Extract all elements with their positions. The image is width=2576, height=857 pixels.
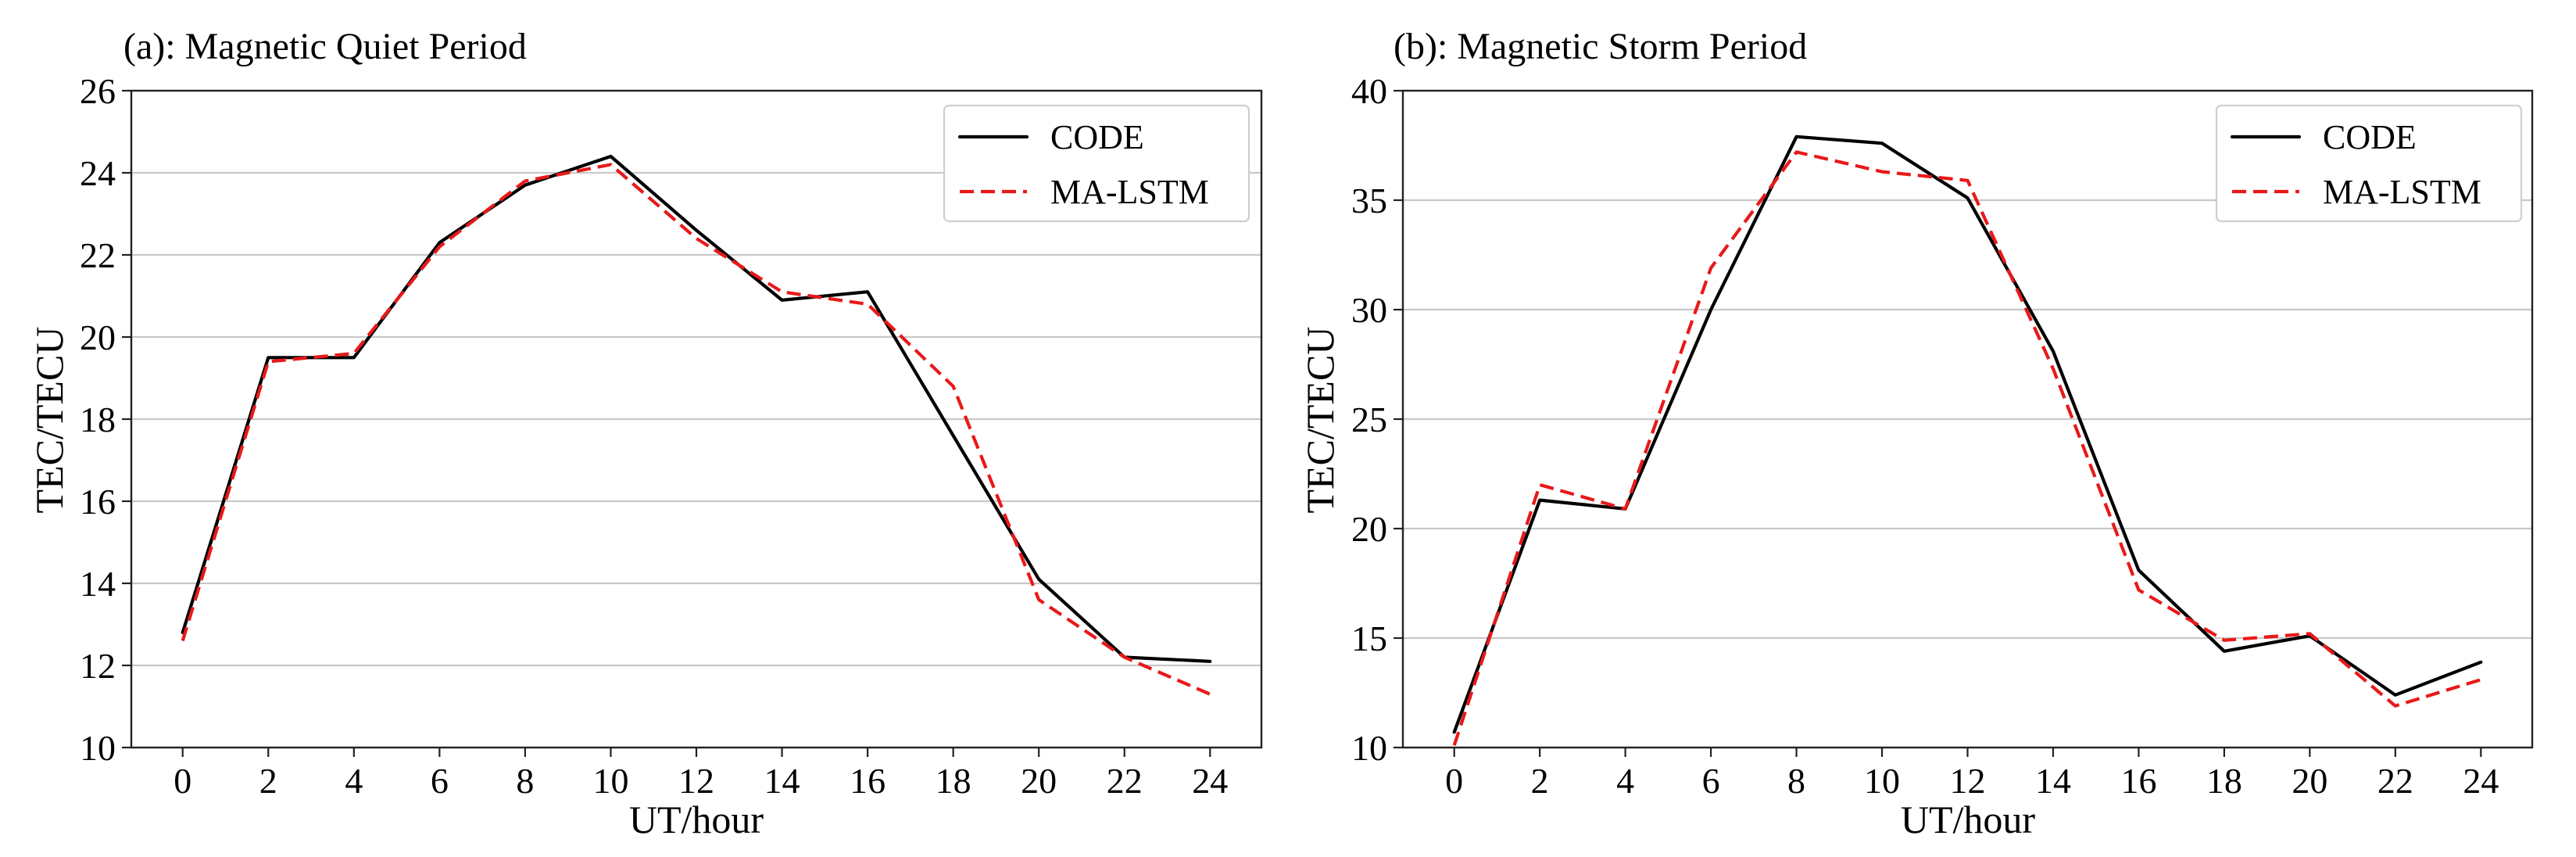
y-tick-label: 24 [80,153,116,193]
x-tick-label: 24 [2463,761,2499,801]
x-tick-label: 8 [516,761,534,801]
x-tick-label: 6 [431,761,449,801]
legend-label: MA-LSTM [2323,173,2481,211]
x-tick-label: 4 [345,761,363,801]
x-tick-label: 10 [1864,761,1900,801]
x-tick-label: 12 [678,761,714,801]
x-tick-label: 20 [1021,761,1057,801]
legend-box [943,104,1250,223]
y-tick-label: 12 [80,646,116,686]
x-tick-label: 14 [764,761,800,801]
y-axis-label: TEC/TECU [1298,327,1342,514]
panel-storm-period: (b): Magnetic Storm Period UT/hour TEC/T… [1298,26,2534,841]
legend: CODE MA-LSTM [943,104,1250,223]
x-tick-label: 22 [1107,761,1143,801]
series-line-code [1452,134,2483,734]
y-tick-label: 40 [1351,71,1387,111]
x-tick-label: 0 [1445,761,1463,801]
panel-title: (b): Magnetic Storm Period [1394,26,1807,67]
x-axis-label: UT/hour [629,798,764,841]
x-tick-label: 0 [174,761,191,801]
plot-frame [130,89,1263,749]
x-tick-label: 2 [1531,761,1549,801]
y-tick-label: 14 [80,564,116,604]
y-tick-label: 35 [1351,181,1387,221]
x-tick-label: 22 [2377,761,2413,801]
y-tick-label: 22 [80,235,116,275]
y-tick-label: 16 [80,482,116,522]
x-tick-label: 16 [2120,761,2156,801]
x-axis-label: UT/hour [1901,798,2036,841]
panel-quiet-period: (a): Magnetic Quiet Period UT/hour TEC/T… [27,26,1263,841]
x-tick-label: 12 [1950,761,1986,801]
x-tick-label: 18 [2206,761,2242,801]
series-line-code [181,154,1212,663]
y-tick-label: 18 [80,400,116,439]
x-tick-label: 8 [1787,761,1805,801]
y-axis-label: TEC/TECU [27,327,71,514]
legend-label: CODE [1050,118,1144,156]
x-tick-label: 6 [1702,761,1720,801]
x-tick-label: 10 [592,761,628,801]
y-tick-label: 26 [80,71,116,111]
legend-label: CODE [2323,118,2417,156]
x-tick-label: 24 [1192,761,1228,801]
legend-label: MA-LSTM [1050,173,1209,211]
y-tick-label: 15 [1351,619,1387,658]
y-tick-label: 20 [80,317,116,357]
legend: CODE MA-LSTM [2215,104,2523,223]
x-tick-label: 14 [2035,761,2071,801]
y-tick-label: 10 [80,728,116,768]
x-tick-label: 2 [259,761,277,801]
series-line-ma-lstm [1452,150,2481,746]
plot-frame [1401,89,2534,749]
x-tick-label: 20 [2292,761,2327,801]
y-tick-label: 10 [1351,728,1387,768]
x-tick-label: 4 [1616,761,1634,801]
y-tick-label: 25 [1351,400,1387,439]
panel-title: (a): Magnetic Quiet Period [123,26,527,67]
y-tick-label: 20 [1351,509,1387,549]
y-tick-label: 30 [1351,290,1387,330]
x-tick-label: 18 [936,761,971,801]
x-tick-label: 16 [850,761,886,801]
series-line-ma-lstm [181,163,1211,696]
legend-box [2215,104,2523,223]
